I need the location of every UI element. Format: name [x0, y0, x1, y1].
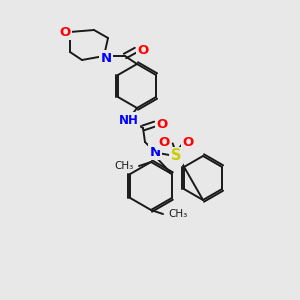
Text: O: O — [137, 44, 148, 56]
Text: O: O — [158, 136, 169, 148]
Text: O: O — [59, 26, 70, 38]
Text: O: O — [182, 136, 194, 148]
Text: NH: NH — [119, 113, 139, 127]
Text: CH₃: CH₃ — [168, 209, 187, 219]
Text: N: N — [100, 52, 112, 64]
Text: S: S — [171, 148, 181, 164]
Text: CH₃: CH₃ — [115, 161, 134, 171]
Text: O: O — [156, 118, 168, 130]
Text: N: N — [149, 146, 161, 158]
